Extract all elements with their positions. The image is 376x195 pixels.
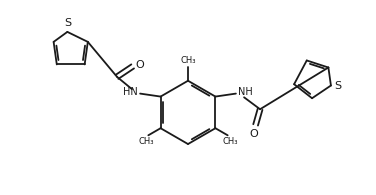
Text: NH: NH xyxy=(238,87,253,97)
Text: CH₃: CH₃ xyxy=(138,137,153,146)
Text: CH₃: CH₃ xyxy=(223,137,238,146)
Text: O: O xyxy=(249,129,258,139)
Text: HN: HN xyxy=(123,87,138,97)
Text: S: S xyxy=(64,18,71,28)
Text: S: S xyxy=(335,81,342,90)
Text: CH₃: CH₃ xyxy=(180,56,196,65)
Text: O: O xyxy=(136,59,144,70)
